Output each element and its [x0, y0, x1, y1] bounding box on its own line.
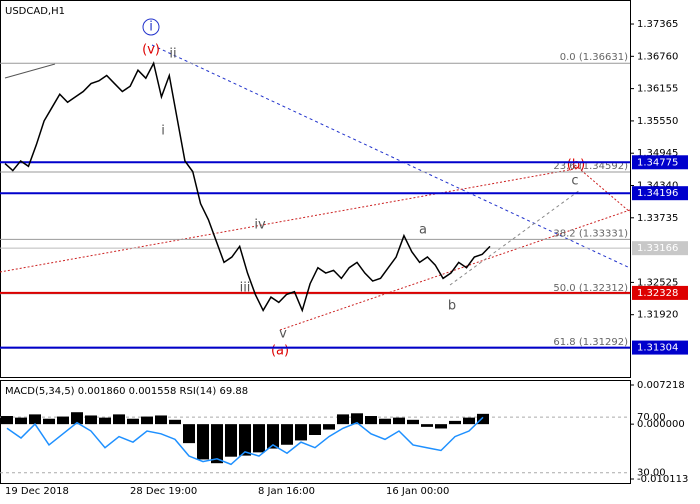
- indicator-title: MACD(5,34,5) 0.001860 0.001558 RSI(14) 6…: [5, 386, 248, 397]
- indicator-tick-label: 0.000000: [637, 419, 685, 430]
- fib-label: 50.0 (1.32312): [553, 283, 628, 294]
- level-label: 1.34196: [637, 188, 678, 199]
- wave-label: a: [419, 223, 427, 238]
- macd-bar: [435, 424, 447, 429]
- level-label: 1.31304: [637, 343, 678, 354]
- level-box: [632, 285, 688, 300]
- trend-line: [151, 44, 631, 269]
- indicator-tick-label: 30.00: [637, 468, 666, 479]
- macd-bar: [71, 412, 83, 425]
- macd-bar: [393, 417, 405, 425]
- macd-bar: [211, 424, 223, 464]
- y-tick-label: 1.33735: [637, 213, 678, 224]
- y-tick-label: 1.32525: [637, 277, 678, 288]
- macd-bar: [365, 416, 377, 425]
- macd-bar: [29, 414, 41, 425]
- macd-bar: [197, 424, 209, 460]
- level-box: [632, 186, 688, 201]
- wave-label: (b): [567, 158, 585, 173]
- trend-line: [4, 63, 56, 79]
- macd-bar: [351, 413, 363, 425]
- price-frame: [0, 0, 631, 378]
- y-tick-label: 1.36155: [637, 84, 678, 95]
- current-price-box: [632, 241, 688, 256]
- macd-bar: [323, 424, 335, 430]
- macd-bar: [449, 420, 461, 425]
- macd-bar: [127, 418, 139, 425]
- macd-bar: [85, 415, 97, 425]
- indicator-tick-label: 70.00: [637, 412, 666, 423]
- wave-label: (a): [271, 344, 289, 359]
- wave-circle: [142, 18, 160, 36]
- macd-bar: [267, 424, 279, 449]
- price-line: [4, 61, 491, 313]
- macd-bar: [1, 416, 13, 425]
- y-tick-label: 1.34945: [637, 148, 678, 159]
- macd-bar: [155, 415, 167, 425]
- macd-bar: [253, 424, 265, 453]
- level-box: [632, 340, 688, 355]
- y-tick-label: 1.35550: [637, 116, 678, 127]
- trend-line: [574, 164, 631, 213]
- macd-bar: [113, 414, 125, 425]
- macd-bar: [99, 417, 111, 425]
- x-tick-label: 8 Jan 16:00: [258, 486, 315, 497]
- macd-bar: [379, 418, 391, 425]
- y-tick-label: 1.37365: [637, 19, 678, 30]
- trend-line: [449, 189, 581, 286]
- wave-label: c: [571, 174, 578, 189]
- fib-label: 0.0 (1.36631): [560, 52, 628, 63]
- trend-line: [0, 167, 581, 273]
- y-tick-label: 1.36760: [637, 51, 678, 62]
- wave-label: v: [279, 327, 287, 342]
- macd-bar: [239, 424, 251, 456]
- level-label: 1.32328: [637, 288, 678, 299]
- fib-label: 23.6 (1.34592): [553, 161, 628, 172]
- x-tick-label: 19 Dec 2018: [5, 486, 69, 497]
- macd-bar: [295, 424, 307, 441]
- wave-label: i: [149, 20, 153, 35]
- macd-bar: [421, 424, 433, 427]
- macd-bar: [169, 419, 181, 425]
- macd-bar: [57, 416, 69, 425]
- level-label: 1.34775: [637, 157, 678, 168]
- fib-label: 61.8 (1.31292): [553, 337, 628, 348]
- macd-bar: [43, 418, 55, 425]
- wave-label: iii: [240, 281, 251, 296]
- wave-label: iv: [254, 218, 266, 233]
- rsi-line: [6, 416, 484, 466]
- fib-label: 38.2 (1.33331): [553, 228, 628, 239]
- macd-bar: [477, 413, 489, 425]
- macd-bar: [225, 424, 237, 457]
- chart-title: USDCAD,H1: [5, 6, 65, 17]
- wave-label: i: [161, 124, 165, 139]
- trend-line: [279, 209, 631, 331]
- macd-bar: [337, 414, 349, 425]
- macd-bar: [141, 416, 153, 425]
- wave-label: ii: [169, 47, 176, 62]
- y-tick-label: 1.31920: [637, 310, 678, 321]
- macd-bar: [407, 419, 419, 425]
- macd-bar: [281, 424, 293, 445]
- current-price-label: 1.33166: [637, 243, 678, 254]
- indicator-tick-label: 0.007218: [637, 380, 685, 391]
- level-box: [632, 155, 688, 170]
- x-tick-label: 28 Dec 19:00: [130, 486, 197, 497]
- macd-bar: [309, 424, 321, 435]
- wave-label: (v): [142, 43, 160, 58]
- macd-bar: [15, 417, 27, 425]
- indicator-tick-label: -0.010113: [637, 474, 688, 485]
- wave-label: b: [448, 299, 456, 314]
- macd-bar: [463, 417, 475, 425]
- indicator-frame: [0, 380, 631, 484]
- macd-bar: [183, 424, 195, 444]
- y-tick-label: 1.34340: [637, 181, 678, 192]
- x-tick-label: 16 Jan 00:00: [386, 486, 449, 497]
